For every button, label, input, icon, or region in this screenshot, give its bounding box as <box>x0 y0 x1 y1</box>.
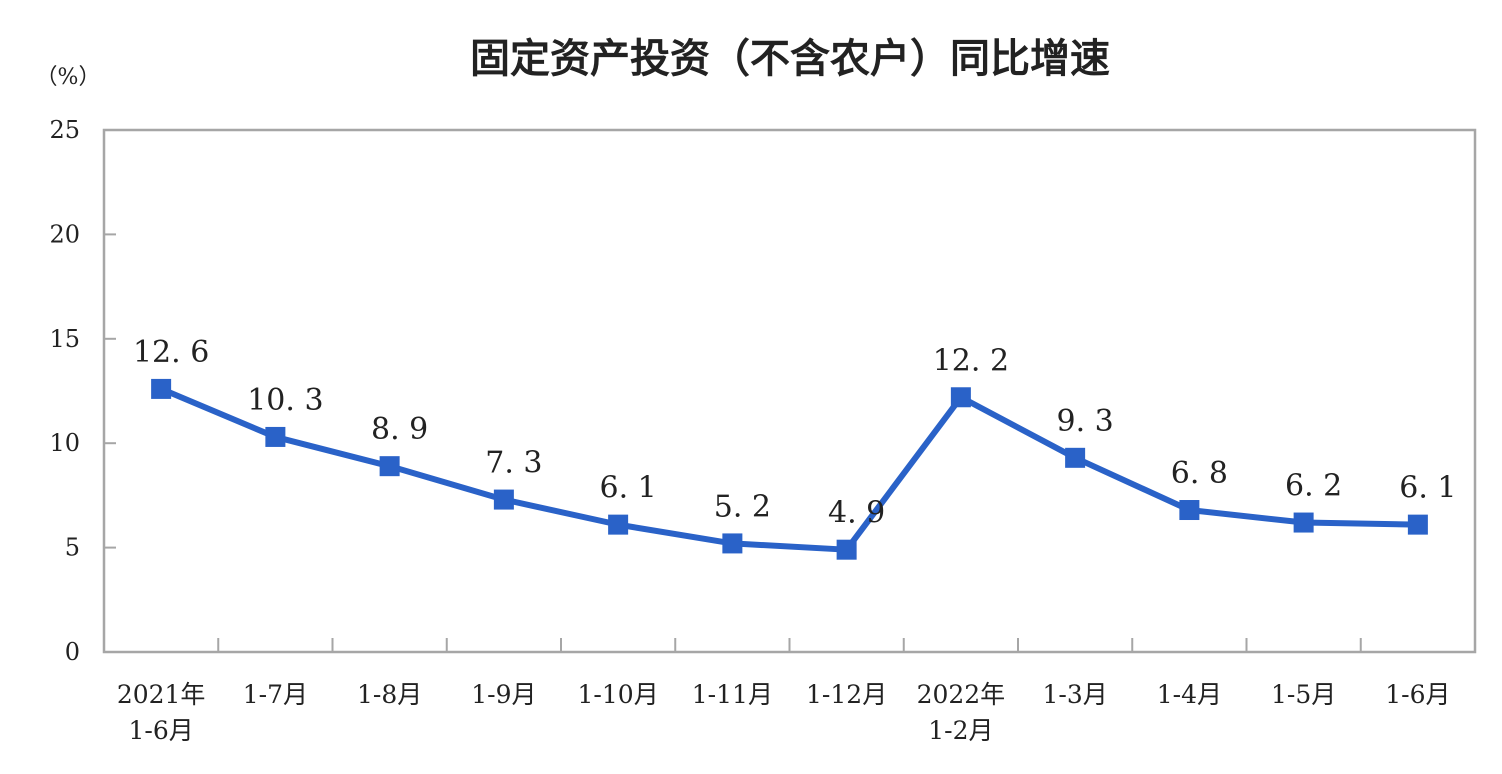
x-tick-label: 1-4月 <box>1157 680 1222 709</box>
data-point-marker <box>722 533 743 554</box>
data-label: 6. 1 <box>600 471 657 506</box>
x-tick-label: 2021年 <box>117 680 206 709</box>
data-point-marker <box>379 456 400 477</box>
data-point-marker <box>1407 514 1428 535</box>
data-label: 5. 2 <box>714 489 771 524</box>
x-tick-label: 1-12月 <box>806 680 887 709</box>
y-axis-unit-label: （%） <box>36 65 101 90</box>
x-tick-label: 1-6月 <box>1385 680 1450 709</box>
data-point-marker <box>950 387 971 408</box>
data-label: 9. 3 <box>1057 404 1114 439</box>
data-label: 8. 9 <box>371 412 428 447</box>
y-tick-label: 10 <box>49 429 80 457</box>
y-tick-label: 5 <box>65 534 80 562</box>
x-tick-label: 2022年 <box>917 680 1006 709</box>
series-line <box>159 386 1418 553</box>
data-label: 7. 3 <box>485 446 542 481</box>
x-tick-label: 1-6月 <box>128 716 193 745</box>
y-tick-label: 25 <box>49 116 80 144</box>
y-tick-label: 15 <box>49 325 80 353</box>
chart-title: 固定资产投资（不含农户）同比增速 <box>470 36 1110 82</box>
data-point-marker <box>151 378 172 399</box>
x-tick-label: 1-5月 <box>1271 680 1336 709</box>
data-label: 6. 1 <box>1399 471 1456 506</box>
x-tick-label: 1-9月 <box>471 680 536 709</box>
data-point-marker <box>493 489 514 510</box>
y-tick-label: 20 <box>49 220 80 248</box>
data-point-marker <box>1293 512 1314 533</box>
x-tick-label: 1-11月 <box>692 680 773 709</box>
x-tick-label: 1-3月 <box>1042 680 1107 709</box>
data-series: 12. 6 10. 3 8. 9 7. 3 6. 1 5. 2 4. 9 12. 2 9. 3 6… <box>133 335 1457 560</box>
y-tick-label: 0 <box>65 638 80 666</box>
data-point-marker <box>836 539 857 560</box>
data-label: 10. 3 <box>247 383 323 418</box>
data-label: 12. 2 <box>933 343 1009 378</box>
x-tick-label: 1-2月 <box>928 716 993 745</box>
data-point-marker <box>1065 447 1086 468</box>
data-point-marker <box>1179 500 1200 521</box>
data-label: 6. 8 <box>1171 456 1228 491</box>
data-label: 4. 9 <box>828 496 885 531</box>
x-tick-label: 1-8月 <box>357 680 422 709</box>
data-label: 6. 2 <box>1285 469 1342 504</box>
data-point-marker <box>265 426 286 447</box>
x-tick-label: 1-7月 <box>243 680 308 709</box>
data-label: 12. 6 <box>133 335 209 370</box>
data-point-marker <box>608 514 629 535</box>
axes: 0 5 10 15 20 25 2021年 1-6月 1-7月 1-8月 1-9月 1-10月 1-11… <box>49 116 1477 745</box>
x-tick-label: 1-10月 <box>578 680 659 709</box>
